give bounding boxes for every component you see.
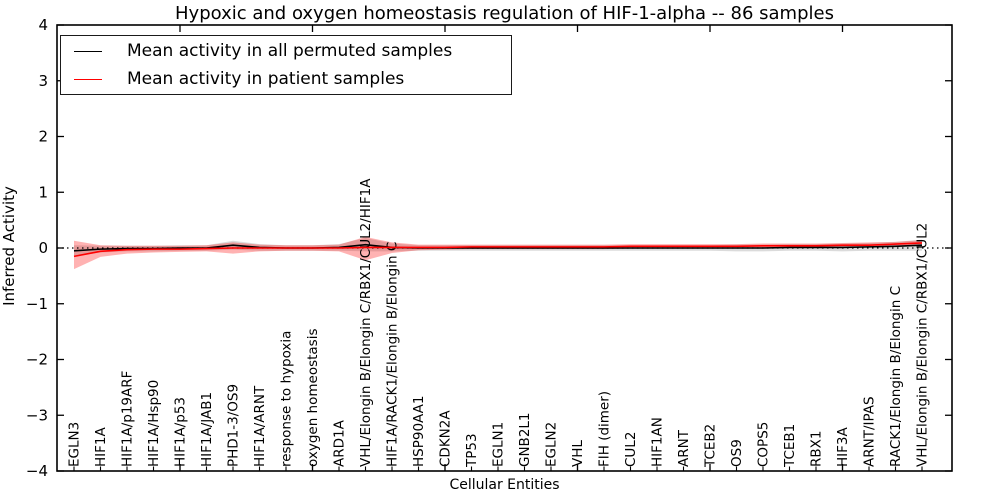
series-line-0 xyxy=(73,243,923,252)
category-label: HSP90AA1 xyxy=(411,396,427,467)
category-label: OS9 xyxy=(729,439,745,467)
permuted-line-swatch-icon xyxy=(74,50,102,52)
category-label: VHL xyxy=(570,440,586,467)
y-tick-label: 1 xyxy=(38,183,48,201)
category-label: CUL2 xyxy=(623,432,639,467)
x-axis-label: Cellular Entities xyxy=(449,477,560,493)
category-label: HIF3A xyxy=(835,427,851,467)
y-axis-label: Inferred Activity xyxy=(0,186,18,306)
category-label: HIF1A/ARNT xyxy=(252,385,268,467)
y-tick-label: 2 xyxy=(38,128,48,146)
category-label: HIF1A/p19ARF xyxy=(120,371,136,467)
category-label: ARNT/IPAS xyxy=(862,396,878,467)
y-tick-label: −4 xyxy=(26,462,48,480)
category-label: PHD1-3/OS9 xyxy=(226,384,242,467)
legend-label: Mean activity in patient samples xyxy=(127,69,405,89)
legend-entry-permuted: Mean activity in all permuted samples xyxy=(61,38,511,64)
y-tick-label: 4 xyxy=(38,16,48,34)
series-line-1 xyxy=(73,242,923,258)
chart-title: Hypoxic and oxygen homeostasis regulatio… xyxy=(175,3,834,24)
category-label: response to hypoxia xyxy=(279,331,295,467)
category-label: TCEB1 xyxy=(782,424,798,468)
category-label: VHL/Elongin B/Elongin C/RBX1/CUL2 xyxy=(915,223,931,467)
category-label: ARNT xyxy=(676,429,692,467)
category-label: GNB2L1 xyxy=(517,412,533,467)
category-label: TCEB2 xyxy=(703,424,719,468)
y-tick-label: −1 xyxy=(26,295,48,313)
category-label: FIH (dimer) xyxy=(597,391,613,467)
category-label: HIF1A/p53 xyxy=(173,397,189,467)
y-tick-label: 0 xyxy=(38,239,48,257)
y-tick-label: −3 xyxy=(26,406,48,424)
legend-entry-patient: Mean activity in patient samples xyxy=(61,66,511,92)
category-label: EGLN2 xyxy=(544,422,560,467)
category-label: oxygen homeostasis xyxy=(305,329,321,468)
y-tick-label: 3 xyxy=(38,72,48,90)
category-label: RACK1/Elongin B/Elongin C xyxy=(888,286,904,467)
y-tick-label: −2 xyxy=(26,351,48,369)
patient-line-swatch-icon xyxy=(74,78,102,80)
category-label: HIF1A xyxy=(93,427,109,467)
category-label: HIF1A/RACK1/Elongin B/Elongin C xyxy=(385,242,401,467)
category-label: TP53 xyxy=(464,433,480,468)
legend: Mean activity in all permuted samples Me… xyxy=(60,35,512,95)
category-label: COPS5 xyxy=(756,422,772,467)
category-label: EGLN1 xyxy=(491,422,507,467)
category-label: HIF1AN xyxy=(650,417,666,467)
category-label: HIF1A/JAB1 xyxy=(199,392,215,467)
category-label: HIF1A/Hsp90 xyxy=(146,380,162,467)
category-label: CDKN2A xyxy=(438,410,454,467)
category-label: VHL/Elongin B/Elongin C/RBX1/CUL2/HIF1A xyxy=(358,178,374,467)
category-label: EGLN3 xyxy=(67,422,83,467)
category-label: ARD1A xyxy=(332,419,348,467)
legend-label: Mean activity in all permuted samples xyxy=(127,41,453,61)
category-label: RBX1 xyxy=(809,431,825,467)
patient-samples-std-band xyxy=(74,236,922,270)
